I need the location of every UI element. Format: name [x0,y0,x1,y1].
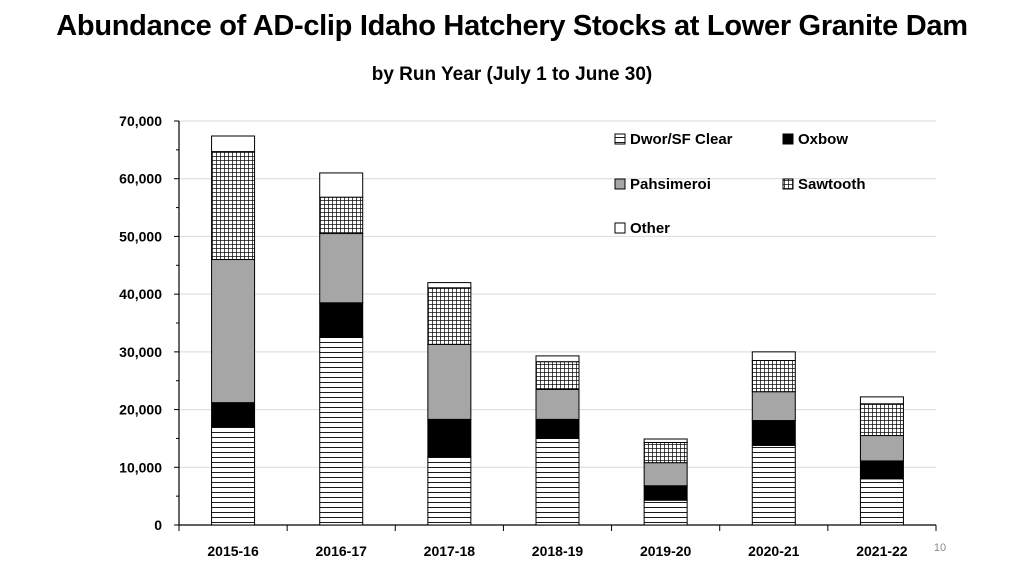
bar-other-2016-17 [319,172,364,198]
bar-pahsimeroi-2015-16 [211,259,256,404]
bar-pahsimeroi-2016-17 [319,233,364,304]
x-tick-label: 2017-18 [424,543,476,559]
bar-oxbow-2017-18 [427,418,472,458]
bar-dwor-sf-clear-2019-20 [643,499,688,526]
bar-dwor-sf-clear-2016-17 [319,336,364,526]
legend-swatch-other [614,222,626,234]
bar-dwor-sf-clear-2020-21 [751,444,796,526]
bar-oxbow-2020-21 [751,420,796,446]
tick-labels: 0 10,000 20,000 30,000 40,000 50,000 60,000 70,… [119,113,908,559]
x-tick-label: 2016-17 [316,543,368,559]
bar-pahsimeroi-2020-21 [751,391,796,422]
bar-oxbow-2015-16 [211,402,256,428]
bar-other-2017-18 [427,282,472,289]
legend-label-dwor-sf-clear: Dwor/SF Clear [630,131,733,148]
bar-dwor-sf-clear-2017-18 [427,456,472,526]
legend-label-pahsimeroi: Pahsimeroi [630,176,711,193]
bar-sawtooth-2017-18 [427,287,472,345]
bar-sawtooth-2015-16 [211,151,256,261]
page-number: 10 [933,542,947,554]
bar-dwor-sf-clear-2015-16 [211,426,256,526]
y-tick-label: 30,000 [119,344,162,360]
y-tick-label: 40,000 [119,286,162,302]
y-tick-label: 0 [154,517,162,533]
legend-label-other: Other [630,220,670,237]
x-tick-label: 2020-21 [748,543,800,559]
bar-sawtooth-2019-20 [643,441,688,464]
y-tick-label: 70,000 [119,113,162,129]
bar-other-2019-20 [643,438,688,443]
chart-title: Abundance of AD-clip Idaho Hatchery Stoc… [56,10,968,42]
legend-swatch-dwor-sf-clear [614,133,626,145]
legend-swatch-oxbow [782,133,794,145]
legend: Dwor/SF Clear Oxbow Pahsimeroi Sawtooth Othe… [614,131,866,237]
bar-sawtooth-2021-22 [859,403,904,437]
x-tick-label: 2015-16 [207,543,259,559]
bar-other-2021-22 [859,396,904,405]
bar-sawtooth-2016-17 [319,196,364,235]
legend-swatch-sawtooth [782,178,794,190]
bar-other-2015-16 [211,135,256,153]
x-tick-label: 2019-20 [640,543,692,559]
bar-other-2018-19 [535,355,580,363]
legend-label-sawtooth: Sawtooth [798,176,866,193]
bar-sawtooth-2018-19 [535,361,580,390]
bar-sawtooth-2020-21 [751,360,796,393]
bar-other-2020-21 [751,351,796,362]
chart-subtitle: by Run Year (July 1 to June 30) [371,64,653,85]
bar-oxbow-2021-22 [859,460,904,480]
bar-dwor-sf-clear-2021-22 [859,478,904,526]
y-tick-label: 60,000 [119,171,162,187]
legend-swatch-pahsimeroi [614,178,626,190]
bar-pahsimeroi-2021-22 [859,435,904,462]
x-tick-label: 2021-22 [856,543,908,559]
bar-pahsimeroi-2019-20 [643,462,688,487]
x-tick-label: 2018-19 [532,543,584,559]
bar-pahsimeroi-2018-19 [535,388,580,420]
bar-oxbow-2018-19 [535,418,580,439]
y-tick-label: 10,000 [119,459,162,475]
y-tick-label: 50,000 [119,228,162,244]
y-tick-label: 20,000 [119,402,162,418]
bar-oxbow-2016-17 [319,302,364,338]
bar-oxbow-2019-20 [643,485,688,501]
bar-dwor-sf-clear-2018-19 [535,437,580,526]
legend-label-oxbow: Oxbow [798,131,848,148]
bars [211,135,904,526]
bar-pahsimeroi-2017-18 [427,343,472,420]
